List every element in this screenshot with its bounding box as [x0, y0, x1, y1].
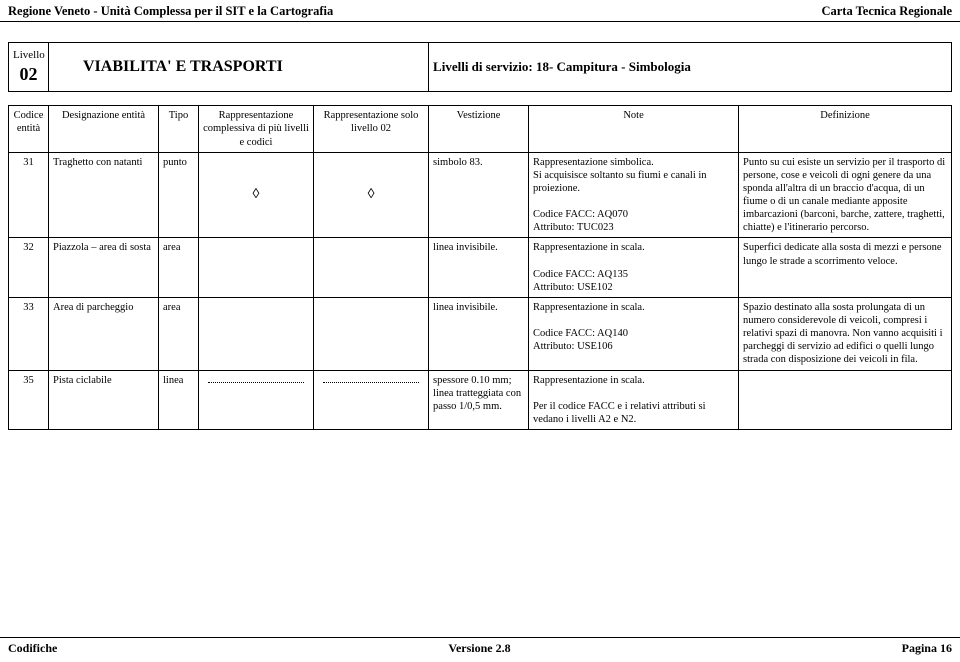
cell-rappr2 [314, 238, 429, 298]
cell-note: Rappresentazione in scala. Codice FACC: … [529, 297, 739, 370]
title-row: Livello 02 VIABILITA' E TRASPORTI Livell… [9, 43, 952, 92]
cell-rappr2 [314, 370, 429, 430]
cell-tipo: punto [159, 152, 199, 238]
cell-desig: Traghetto con natanti [49, 152, 159, 238]
livello-num: 02 [13, 63, 44, 86]
cell-desig: Pista ciclabile [49, 370, 159, 430]
page-header: Regione Veneto - Unità Complessa per il … [0, 0, 960, 22]
cell-rappr2: ◊ [314, 152, 429, 238]
cell-rappr1 [199, 238, 314, 298]
cell-codice: 35 [9, 370, 49, 430]
cell-vest: spessore 0.10 mm; linea tratteggiata con… [429, 370, 529, 430]
cell-def [739, 370, 952, 430]
title-main-cell: VIABILITA' E TRASPORTI [49, 43, 429, 92]
diamond-icon: ◊ [368, 186, 375, 204]
cell-vest: linea invisibile. [429, 297, 529, 370]
cell-note: Rappresentazione in scala. Per il codice… [529, 370, 739, 430]
col-rappr1: Rappresentazione complessiva di più live… [199, 106, 314, 152]
col-note: Note [529, 106, 739, 152]
col-vest: Vestizione [429, 106, 529, 152]
col-tipo: Tipo [159, 106, 199, 152]
cell-codice: 32 [9, 238, 49, 298]
cell-note: Rappresentazione simbolica. Si acquisisc… [529, 152, 739, 238]
col-codice: Codice entità [9, 106, 49, 152]
content-area: Livello 02 VIABILITA' E TRASPORTI Livell… [0, 22, 960, 430]
title-right-cell: Livelli di servizio: 18- Campitura - Sim… [429, 43, 952, 92]
cell-codice: 33 [9, 297, 49, 370]
cell-desig: Area di parcheggio [49, 297, 159, 370]
table-row: 32 Piazzola – area di sosta area linea i… [9, 238, 952, 298]
cell-vest: linea invisibile. [429, 238, 529, 298]
header-right: Carta Tecnica Regionale [821, 4, 952, 19]
footer-left: Codifiche [8, 641, 57, 656]
cell-rappr1 [199, 370, 314, 430]
col-rappr2: Rappresentazione solo livello 02 [314, 106, 429, 152]
cell-vest: simbolo 83. [429, 152, 529, 238]
title-right: Livelli di servizio: 18- Campitura - Sim… [433, 59, 947, 75]
cell-def: Punto su cui esiste un servizio per il t… [739, 152, 952, 238]
footer-center: Versione 2.8 [448, 641, 510, 656]
cell-def: Spazio destinato alla sosta prolungata d… [739, 297, 952, 370]
cell-desig: Piazzola – area di sosta [49, 238, 159, 298]
table-row: 35 Pista ciclabile linea spessore 0.10 m… [9, 370, 952, 430]
table-row: 33 Area di parcheggio area linea invisib… [9, 297, 952, 370]
cell-codice: 31 [9, 152, 49, 238]
title-main: VIABILITA' E TRASPORTI [53, 57, 424, 77]
livello-cell: Livello 02 [9, 43, 49, 92]
cell-rappr2 [314, 297, 429, 370]
livello-label: Livello [13, 49, 44, 63]
cell-rappr1 [199, 297, 314, 370]
diamond-icon: ◊ [253, 186, 260, 204]
cell-tipo: linea [159, 370, 199, 430]
header-left: Regione Veneto - Unità Complessa per il … [8, 4, 333, 19]
spacer-row [9, 92, 952, 106]
footer-right: Pagina 16 [902, 641, 952, 656]
header-row: Codice entità Designazione entità Tipo R… [9, 106, 952, 152]
cell-tipo: area [159, 297, 199, 370]
dotted-line-icon [323, 382, 418, 383]
table-row: 31 Traghetto con natanti punto ◊ ◊ simbo… [9, 152, 952, 238]
cell-note: Rappresentazione in scala. Codice FACC: … [529, 238, 739, 298]
cell-rappr1: ◊ [199, 152, 314, 238]
col-desig: Designazione entità [49, 106, 159, 152]
cell-def: Superfici dedicate alla sosta di mezzi e… [739, 238, 952, 298]
page-footer: Codifiche Versione 2.8 Pagina 16 [0, 637, 960, 656]
cell-tipo: area [159, 238, 199, 298]
col-def: Definizione [739, 106, 952, 152]
main-table: Livello 02 VIABILITA' E TRASPORTI Livell… [8, 42, 952, 430]
dotted-line-icon [208, 382, 303, 383]
